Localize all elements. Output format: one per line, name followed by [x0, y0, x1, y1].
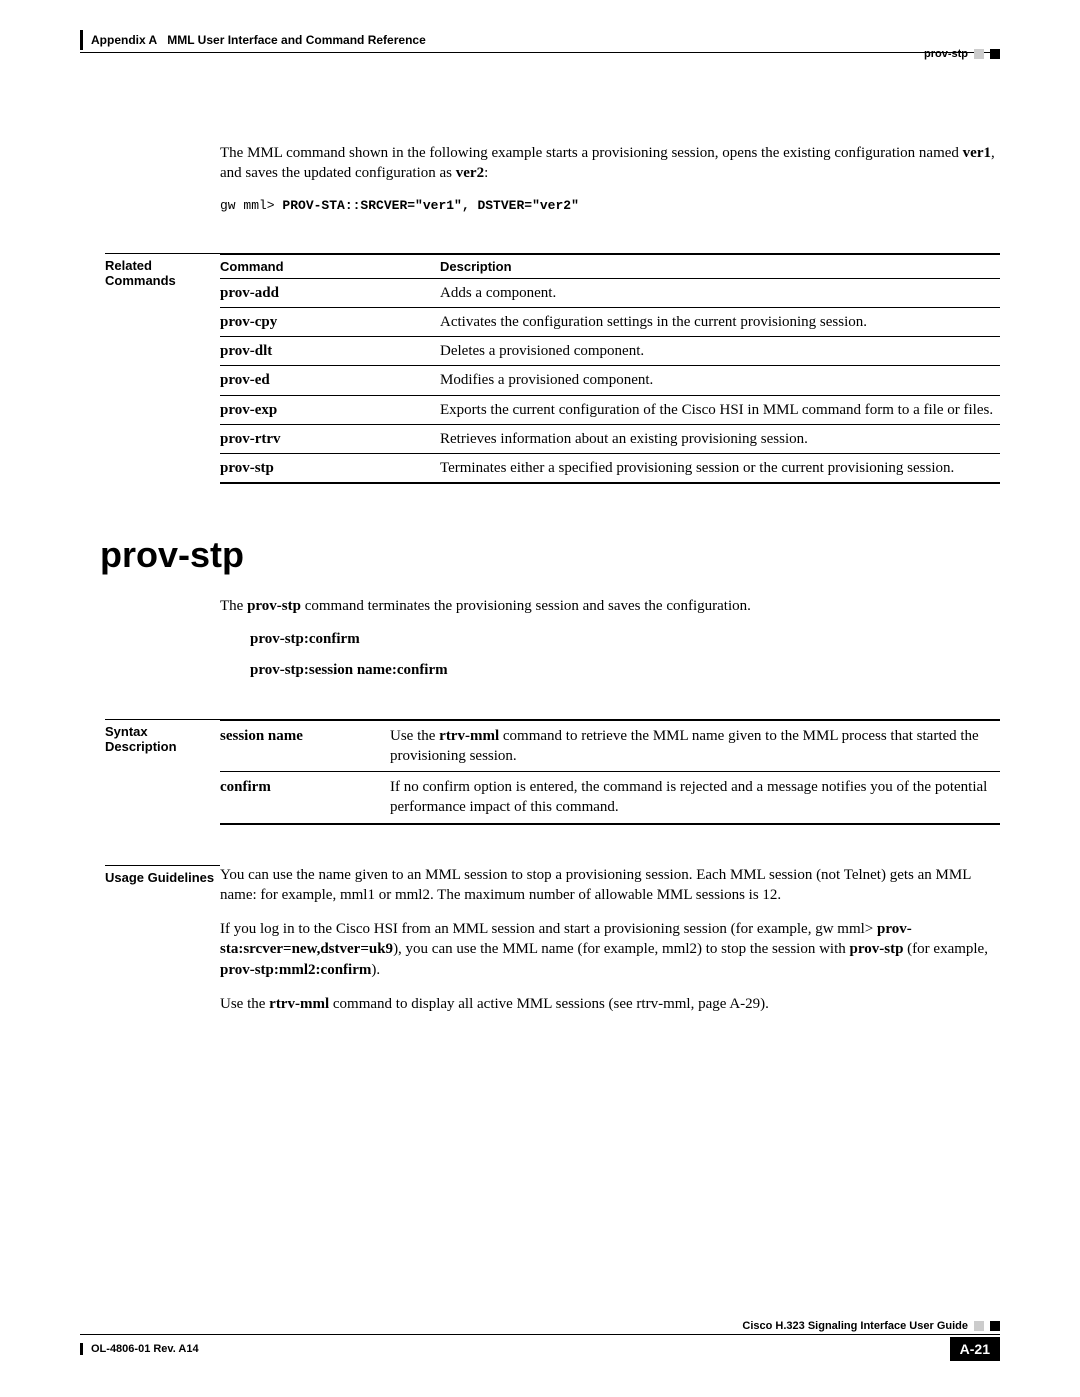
usage-paragraph: You can use the name given to an MML ses…: [220, 865, 1000, 906]
marker-icon: [990, 1321, 1000, 1331]
table-header-description: Description: [440, 254, 1000, 279]
usage-guidelines-label: Usage Guidelines: [105, 865, 220, 885]
table-row: confirm If no confirm option is entered,…: [220, 772, 1000, 824]
syntax-forms: prov-stp:confirm prov-stp:session name:c…: [250, 631, 1000, 679]
usage-guidelines-section: Usage Guidelines You can use the name gi…: [105, 865, 1000, 1029]
table-row: prov-expExports the current configuratio…: [220, 395, 1000, 424]
table-row: prov-addAdds a component.: [220, 278, 1000, 307]
table-row: prov-edModifies a provisioned component.: [220, 366, 1000, 395]
related-commands-label: Related Commands: [105, 253, 220, 288]
code-example: gw mml> PROV-STA::SRCVER="ver1", DSTVER=…: [220, 198, 1000, 213]
page-number: A-21: [950, 1337, 1000, 1361]
page-header: Appendix A MML User Interface and Comman…: [80, 30, 1000, 53]
intro-paragraph: The MML command shown in the following e…: [220, 143, 1000, 184]
doc-id: OL-4806-01 Rev. A14: [80, 1343, 199, 1355]
usage-paragraph: Use the rtrv-mml command to display all …: [220, 994, 1000, 1014]
syntax-form: prov-stp:confirm: [250, 631, 1000, 648]
usage-paragraph: If you log in to the Cisco HSI from an M…: [220, 919, 1000, 980]
syntax-form: prov-stp:session name:confirm: [250, 662, 1000, 679]
table-header-command: Command: [220, 254, 440, 279]
syntax-description-section: Syntax Description session name Use the …: [105, 719, 1000, 825]
marker-icon: [974, 49, 984, 59]
command-description: The prov-stp command terminates the prov…: [220, 596, 1000, 616]
table-row: prov-rtrvRetrieves information about an …: [220, 424, 1000, 453]
related-commands-table: Command Description prov-addAdds a compo…: [220, 253, 1000, 485]
guide-title: Cisco H.323 Signaling Interface User Gui…: [742, 1320, 968, 1332]
marker-icon: [974, 1321, 984, 1331]
table-row: prov-stpTerminates either a specified pr…: [220, 454, 1000, 484]
table-row: prov-dltDeletes a provisioned component.: [220, 337, 1000, 366]
related-commands-section: Related Commands Command Description pro…: [105, 253, 1000, 485]
header-title: MML User Interface and Command Reference: [167, 33, 426, 47]
command-heading: prov-stp: [100, 534, 1000, 576]
page-footer: Cisco H.323 Signaling Interface User Gui…: [80, 1320, 1000, 1361]
syntax-table: session name Use the rtrv-mml command to…: [220, 719, 1000, 825]
section-name: prov-stp: [924, 48, 968, 60]
syntax-description-label: Syntax Description: [105, 719, 220, 754]
marker-icon: [990, 49, 1000, 59]
table-row: prov-cpyActivates the configuration sett…: [220, 307, 1000, 336]
appendix-label: Appendix A: [91, 33, 157, 47]
table-row: session name Use the rtrv-mml command to…: [220, 720, 1000, 772]
